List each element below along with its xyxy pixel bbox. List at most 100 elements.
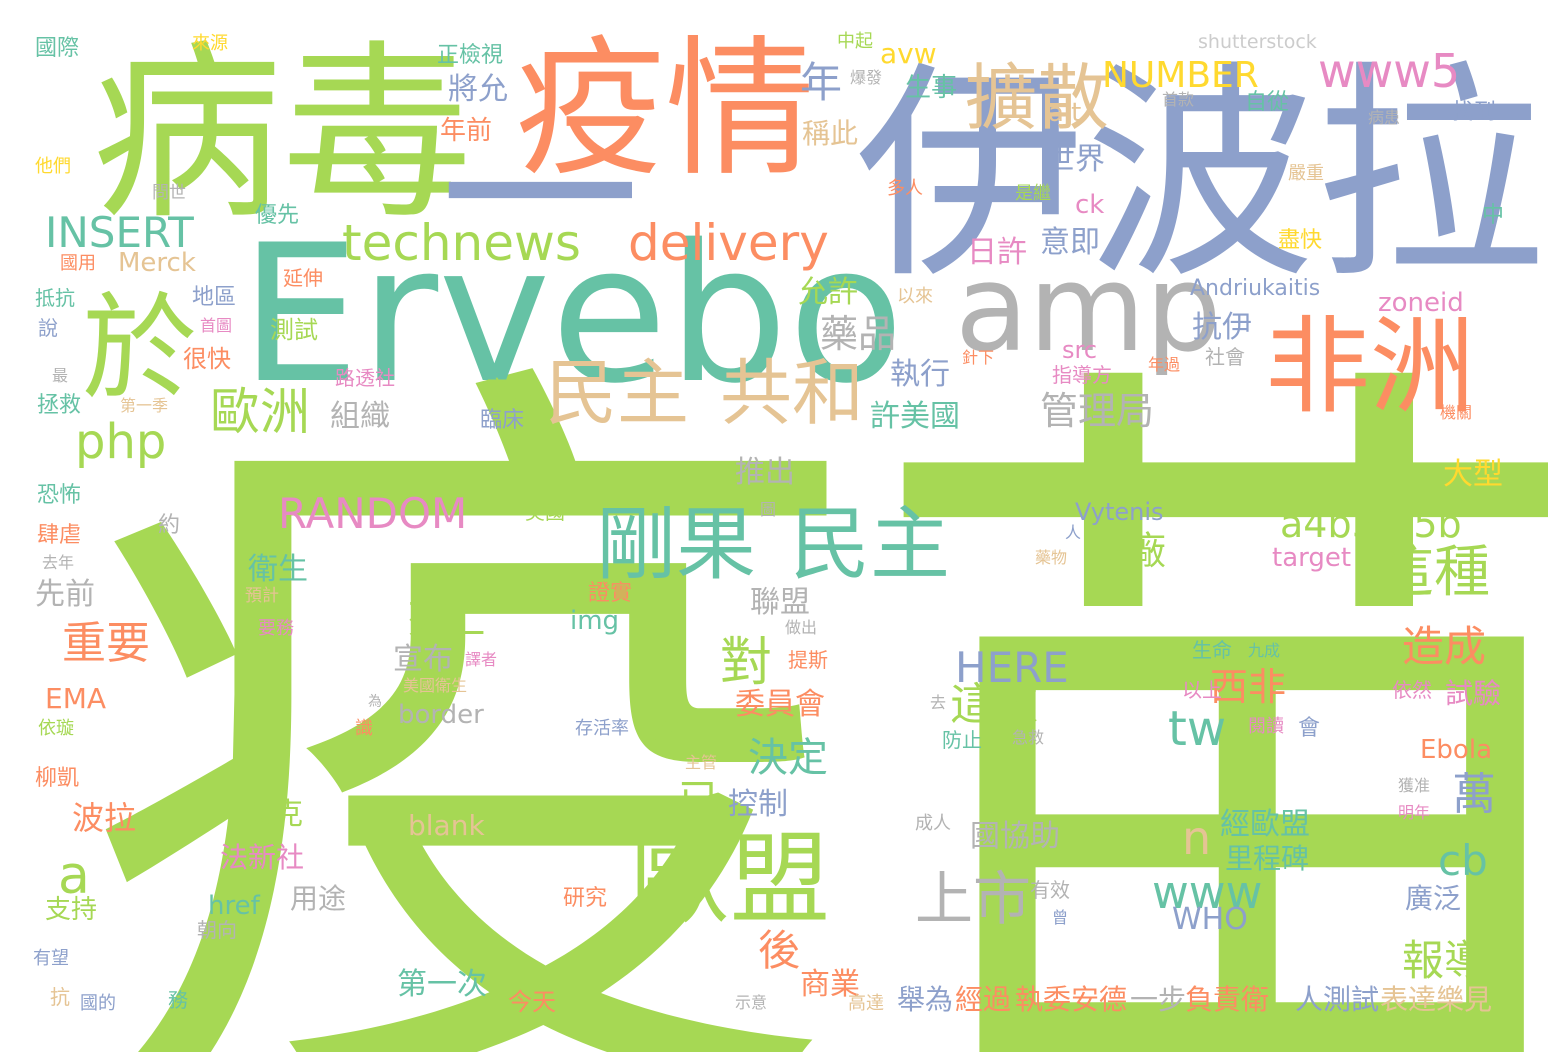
cloud-word: 默克 (243, 797, 303, 832)
cloud-word: 地區 (192, 285, 237, 310)
cloud-word: 多人 (887, 178, 923, 199)
cloud-word: www5 (1318, 44, 1461, 98)
cloud-word: 抵抗 (35, 286, 75, 310)
cloud-word: 自從 (1245, 90, 1290, 115)
cloud-word: 圖 (760, 500, 777, 519)
cloud-word: 國際 (35, 36, 80, 61)
cloud-word: blank (408, 809, 485, 842)
cloud-word: 國協助 (970, 819, 1060, 854)
cloud-word: 爆發 (850, 68, 883, 87)
cloud-word: 路透社 (335, 366, 395, 390)
cloud-word: 急救 (1012, 728, 1045, 747)
cloud-word: 試驗 (1445, 677, 1502, 710)
cloud-word: 意即 (1040, 225, 1100, 260)
cloud-word: n (1182, 811, 1212, 865)
cloud-word: 明年 (1398, 803, 1431, 822)
cloud-word: 來源 (192, 33, 228, 54)
cloud-word: 民主 (545, 351, 690, 435)
cloud-word: Merck (118, 248, 196, 278)
cloud-word: 做出 (785, 618, 818, 637)
cloud-word: 肆虐 (37, 523, 82, 548)
cloud-word: 決定 (748, 735, 828, 781)
cloud-word: 年前 (440, 116, 493, 146)
cloud-word: amp (955, 240, 1222, 379)
cloud-word: 識 (355, 718, 373, 739)
cloud-word: 國的 (80, 993, 116, 1014)
cloud-word: img (570, 606, 620, 636)
cloud-word: 宣布 (393, 642, 453, 677)
cloud-word: 依璇 (38, 718, 74, 739)
cloud-word: RANDOM (278, 489, 468, 538)
cloud-word: 臨床 (480, 408, 525, 433)
cloud-word: 歐洲 (210, 383, 310, 441)
cloud-word: 柳凱 (35, 766, 80, 791)
cloud-word: href (208, 891, 260, 921)
cloud-word: 病毒 (92, 24, 473, 245)
cloud-word: 非洲 (1265, 306, 1476, 428)
cloud-word: 人 (1065, 523, 1082, 542)
cloud-word: 譯者 (465, 650, 498, 669)
cloud-word: 管理局 (1040, 389, 1155, 433)
cloud-word: 造成 (1402, 622, 1487, 671)
cloud-word: 提斯 (788, 648, 828, 672)
cloud-word: 藥物 (1035, 548, 1068, 567)
cloud-word: 波拉 (72, 799, 137, 837)
cloud-word: 將允 (448, 72, 508, 107)
cloud-word: WHO (1172, 902, 1248, 937)
cloud-word: 示意 (735, 993, 768, 1012)
cloud-word: 允許 (798, 275, 858, 310)
cloud-word: 社會 (1205, 345, 1245, 369)
cloud-word: 許美國 (870, 399, 960, 434)
cloud-word: 中 (1482, 203, 1505, 228)
cloud-word: 針下 (962, 348, 995, 367)
cloud-word: 疫情 (515, 23, 816, 197)
cloud-word: 務 (168, 988, 188, 1012)
cloud-word: 支持 (45, 895, 98, 925)
cloud-word: 有望 (33, 948, 69, 969)
cloud-word: 首圖 (200, 316, 233, 335)
cloud-word: 第一季 (120, 396, 169, 415)
cloud-word: 重要 (62, 618, 150, 669)
cloud-word: 指導方 (1052, 363, 1112, 387)
cloud-word: 獲准 (1398, 776, 1431, 795)
cloud-word: 去年 (42, 553, 75, 572)
cloud-word: tw (1168, 701, 1227, 757)
cloud-word: a4b3f35b (1280, 502, 1462, 546)
cloud-word: 萬 (1452, 769, 1496, 820)
cloud-word: 測試 (270, 316, 318, 344)
cloud-word: 日許 (967, 235, 1027, 270)
cloud-word: 依然 (1392, 678, 1432, 702)
cloud-word: 預計 (245, 586, 279, 606)
cloud-word: 稱此 (802, 117, 859, 150)
cloud-word: 年過 (1148, 355, 1181, 374)
cloud-word: 正檢視 (437, 43, 504, 68)
cloud-word: 表達樂見 (1380, 983, 1493, 1016)
cloud-word: 聯盟 (750, 585, 810, 620)
cloud-word: 一 (440, 83, 641, 316)
cloud-word: 嚴重 (1288, 163, 1324, 184)
cloud-word: 國用 (60, 253, 96, 274)
cloud-word: 成人 (915, 813, 951, 834)
cloud-word: alt (1048, 98, 1082, 128)
cloud-word: 人測試 (1295, 983, 1380, 1016)
cloud-word: 上市 (915, 865, 1032, 933)
cloud-word: 問世 (152, 183, 186, 203)
watermark-text: shutterstock (1198, 31, 1317, 53)
cloud-word: 組織 (330, 399, 390, 434)
cloud-word: 高達 (848, 993, 884, 1014)
cloud-word: 說 (38, 316, 58, 340)
cloud-word: 為 (368, 694, 382, 710)
cloud-word: 有效 (1030, 878, 1070, 902)
cloud-word: Ervebo (240, 204, 905, 425)
cloud-word: 報導 (1402, 936, 1487, 985)
cloud-word: 藥廠 (1090, 529, 1167, 573)
cloud-word: 機關 (1440, 403, 1473, 422)
cloud-word: 防止 (942, 728, 982, 752)
cloud-word: 衛生 (248, 552, 308, 587)
cloud-word: www (1152, 866, 1263, 919)
cloud-word: 進行 (652, 720, 697, 745)
cloud-word: avw (880, 37, 937, 70)
cloud-word: 意見 (485, 376, 533, 404)
cloud-word: 民主 (790, 498, 950, 591)
cloud-word: 美國 (525, 500, 565, 524)
